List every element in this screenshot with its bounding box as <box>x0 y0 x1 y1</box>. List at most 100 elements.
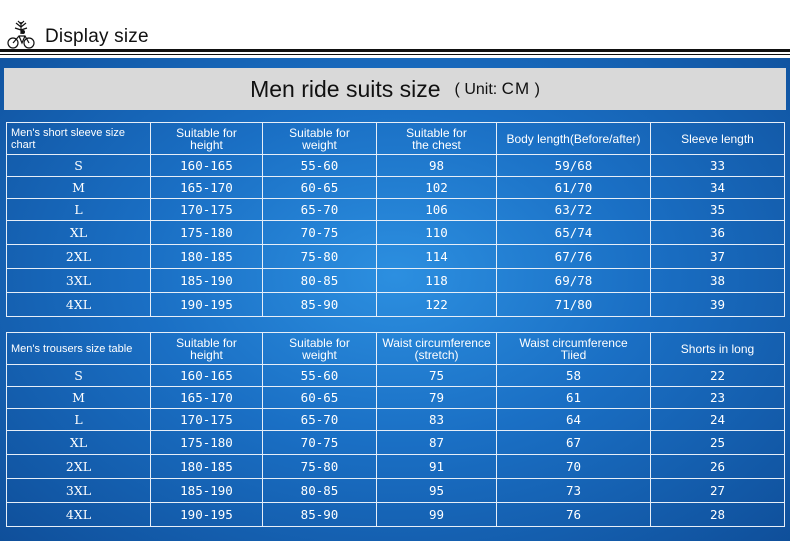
short-sleeve-table-body: S 160-165 55-60 98 59/68 33 M 165-170 60-65 102 61… <box>6 154 785 317</box>
table-cell: 61 <box>496 386 651 409</box>
table-cell: 180-185 <box>150 454 263 479</box>
size-label-cell: 2XL <box>6 244 151 269</box>
table-cell: 80-85 <box>262 478 377 503</box>
table-cell: 28 <box>650 502 785 527</box>
header-divider-thin <box>0 54 790 55</box>
trousers-table-body: S 160-165 55-60 75 58 22 M 165-170 60-65 79 61 23 L 1… <box>6 364 785 527</box>
table-cell: 122 <box>376 292 497 317</box>
table-row: 2XL 180-185 75-80 91 70 26 <box>6 454 785 479</box>
table-row: S 160-165 55-60 75 58 22 <box>6 364 785 387</box>
table-cell: 110 <box>376 220 497 245</box>
table-cell: 102 <box>376 176 497 199</box>
table-cell: 60-65 <box>262 176 377 199</box>
banner-unit-value: CM <box>501 79 531 98</box>
column-header: Body length(Before/after) <box>496 122 651 155</box>
size-label-cell: L <box>6 408 151 431</box>
table-cell: 65/74 <box>496 220 651 245</box>
size-label-cell: S <box>6 154 151 177</box>
table-cell: 59/68 <box>496 154 651 177</box>
table-row: 2XL 180-185 75-80 114 67/76 37 <box>6 244 785 269</box>
size-label-cell: 2XL <box>6 454 151 479</box>
table-cell: 75 <box>376 364 497 387</box>
table-cell: 190-195 <box>150 502 263 527</box>
column-header: Suitable for weight <box>262 122 377 155</box>
table-cell: 69/78 <box>496 268 651 293</box>
table-row: XL 175-180 70-75 87 67 25 <box>6 430 785 455</box>
size-label-cell: XL <box>6 430 151 455</box>
table-cell: 37 <box>650 244 785 269</box>
table-row: L 170-175 65-70 106 63/72 35 <box>6 198 785 221</box>
table-cell: 80-85 <box>262 268 377 293</box>
table-cell: 76 <box>496 502 651 527</box>
column-header: Suitable for weight <box>262 332 377 365</box>
table-cell: 95 <box>376 478 497 503</box>
table-cell: 118 <box>376 268 497 293</box>
table-row: 3XL 185-190 80-85 95 73 27 <box>6 478 785 503</box>
table-cell: 73 <box>496 478 651 503</box>
table-cell: 114 <box>376 244 497 269</box>
size-label-cell: L <box>6 198 151 221</box>
table-cell: 58 <box>496 364 651 387</box>
table-cell: 91 <box>376 454 497 479</box>
table-cell: 170-175 <box>150 408 263 431</box>
table-cell: 27 <box>650 478 785 503</box>
table-cell: 160-165 <box>150 154 263 177</box>
table-cell: 75-80 <box>262 454 377 479</box>
table-cell: 170-175 <box>150 198 263 221</box>
table-cell: 75-80 <box>262 244 377 269</box>
header-bar: Display size <box>0 0 790 58</box>
size-label-cell: XL <box>6 220 151 245</box>
short-sleeve-size-table: Men's short sleeve size chart Suitable fo… <box>6 122 785 317</box>
column-header: Men's trousers size table <box>6 332 151 365</box>
column-header: Waist circumference Tiied <box>496 332 651 365</box>
table-cell: 70-75 <box>262 220 377 245</box>
table-row: M 165-170 60-65 102 61/70 34 <box>6 176 785 199</box>
column-header: Suitable for height <box>150 332 263 365</box>
column-header: Suitable for the chest <box>376 122 497 155</box>
table-cell: 185-190 <box>150 478 263 503</box>
table-cell: 87 <box>376 430 497 455</box>
table-cell: 39 <box>650 292 785 317</box>
table-cell: 106 <box>376 198 497 221</box>
header-divider-thick <box>0 49 790 52</box>
table-cell: 36 <box>650 220 785 245</box>
table-cell: 99 <box>376 502 497 527</box>
table-cell: 180-185 <box>150 244 263 269</box>
size-chart-banner: Men ride suits size ( Unit: CM ) <box>4 68 786 110</box>
table-cell: 34 <box>650 176 785 199</box>
table-cell: 71/80 <box>496 292 651 317</box>
table-cell: 83 <box>376 408 497 431</box>
table-cell: 79 <box>376 386 497 409</box>
size-label-cell: 4XL <box>6 292 151 317</box>
table-row: L 170-175 65-70 83 64 24 <box>6 408 785 431</box>
table-row: 4XL 190-195 85-90 99 76 28 <box>6 502 785 527</box>
table-cell: 60-65 <box>262 386 377 409</box>
table-cell: 55-60 <box>262 364 377 387</box>
table-row: 4XL 190-195 85-90 122 71/80 39 <box>6 292 785 317</box>
banner-unit-open: ( Unit: <box>454 81 502 98</box>
column-header: Suitable for height <box>150 122 263 155</box>
table-row: S 160-165 55-60 98 59/68 33 <box>6 154 785 177</box>
table-cell: 24 <box>650 408 785 431</box>
table-cell: 190-195 <box>150 292 263 317</box>
table-cell: 35 <box>650 198 785 221</box>
table-cell: 67 <box>496 430 651 455</box>
column-header: Shorts in long <box>650 332 785 365</box>
table-cell: 85-90 <box>262 292 377 317</box>
size-label-cell: 4XL <box>6 502 151 527</box>
table-cell: 63/72 <box>496 198 651 221</box>
table-cell: 22 <box>650 364 785 387</box>
table-cell: 70 <box>496 454 651 479</box>
table-cell: 185-190 <box>150 268 263 293</box>
table-row: M 165-170 60-65 79 61 23 <box>6 386 785 409</box>
column-header: Waist circumference (stretch) <box>376 332 497 365</box>
table-cell: 33 <box>650 154 785 177</box>
table-cell: 38 <box>650 268 785 293</box>
size-label-cell: M <box>6 176 151 199</box>
table-cell: 61/70 <box>496 176 651 199</box>
banner-unit: ( Unit: CM ) <box>455 79 540 99</box>
size-label-cell: M <box>6 386 151 409</box>
trousers-table-header: Men's trousers size table Suitable for hei… <box>6 332 785 365</box>
table-cell: 160-165 <box>150 364 263 387</box>
size-label-cell: 3XL <box>6 478 151 503</box>
